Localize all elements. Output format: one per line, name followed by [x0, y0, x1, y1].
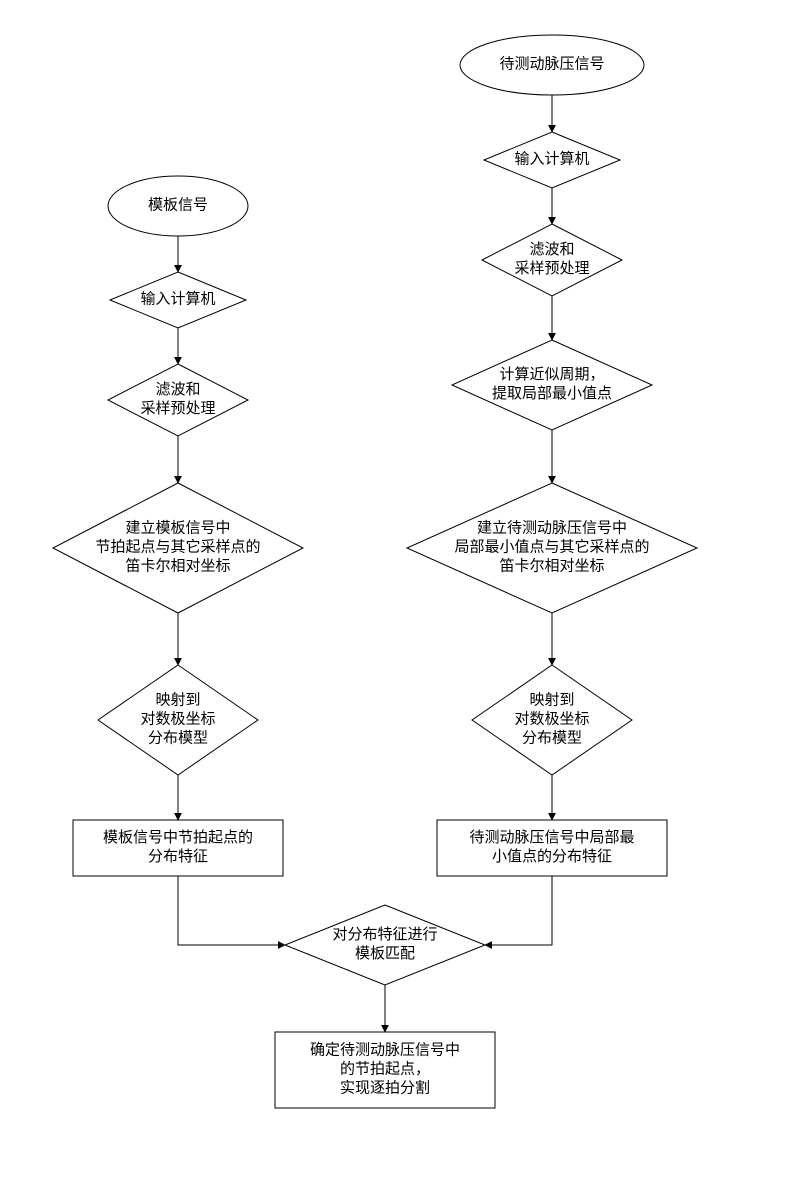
node-label: 建立待测动脉压信号中: [477, 519, 627, 536]
flow-node-r5: 建立待测动脉压信号中局部最小值点与其它采样点的笛卡尔相对坐标: [407, 483, 697, 613]
flow-node-l1: 模板信号: [108, 176, 248, 236]
flow-node-l6: 模板信号中节拍起点的分布特征: [73, 820, 283, 876]
node-label: 对分布特征进行: [332, 926, 437, 943]
node-label: 滤波和: [529, 241, 574, 258]
node-label: 小值点的分布特征: [492, 848, 612, 865]
flow-node-r2: 输入计算机: [484, 132, 620, 188]
flow-node-r3: 滤波和采样预处理: [482, 224, 622, 296]
node-label: 实现逐拍分割: [340, 1079, 430, 1096]
flow-node-r4: 计算近似周期， 提取局部最小值点: [452, 340, 652, 430]
node-label: 采样预处理: [140, 400, 215, 417]
flow-node-l4: 建立模板信号中节拍起点与其它采样点的笛卡尔相对坐标: [53, 483, 303, 613]
node-label: 计算近似周期，: [499, 365, 604, 383]
flow-node-r6: 映射到对数极坐标分布模型: [472, 665, 632, 775]
flow-node-l3: 滤波和采样预处理: [108, 364, 248, 436]
flow-edge: [178, 876, 285, 945]
node-label: 建立模板信号中: [125, 518, 230, 536]
node-label: 笛卡尔相对坐标: [125, 557, 230, 574]
flow-node-m2: 确定待测动脉压信号中的节拍起点， 实现逐拍分割: [275, 1032, 495, 1108]
node-label: 提取局部最小值点: [492, 385, 612, 402]
node-label: 对数极坐标: [514, 710, 589, 727]
node-label: 映射到: [155, 691, 200, 708]
flow-node-m1: 对分布特征进行模板匹配: [285, 905, 485, 985]
node-label: 节拍起点与其它采样点的: [95, 537, 260, 555]
node-label: 笛卡尔相对坐标: [499, 557, 604, 574]
flowchart-canvas: 模板信号输入计算机滤波和采样预处理建立模板信号中节拍起点与其它采样点的笛卡尔相对…: [0, 0, 800, 1186]
node-label: 滤波和: [155, 381, 200, 398]
flow-node-l2: 输入计算机: [110, 272, 246, 328]
node-label: 映射到: [529, 691, 574, 708]
flow-node-r1: 待测动脉压信号: [460, 35, 644, 95]
node-label: 分布特征: [148, 848, 208, 865]
flow-edge: [485, 876, 552, 945]
node-label: 采样预处理: [514, 260, 589, 277]
node-label: 分布模型: [522, 729, 582, 746]
node-label: 待测动脉压信号: [499, 55, 604, 72]
flow-node-l5: 映射到对数极坐标分布模型: [98, 665, 258, 775]
node-label: 确定待测动脉压信号中: [310, 1041, 460, 1058]
node-label: 的节拍起点，: [340, 1060, 430, 1077]
node-label: 输入计算机: [514, 149, 589, 167]
node-label: 分布模型: [148, 729, 208, 746]
node-label: 待测动脉压信号中局部最: [469, 829, 634, 846]
node-label: 模板信号中节拍起点的: [103, 828, 253, 846]
node-label: 对数极坐标: [140, 710, 215, 727]
node-label: 输入计算机: [140, 289, 215, 307]
node-label: 模板信号: [148, 195, 208, 213]
node-label: 模板匹配: [355, 944, 415, 962]
flow-node-r7: 待测动脉压信号中局部最小值点的分布特征: [437, 820, 667, 876]
node-label: 局部最小值点与其它采样点的: [454, 537, 649, 555]
